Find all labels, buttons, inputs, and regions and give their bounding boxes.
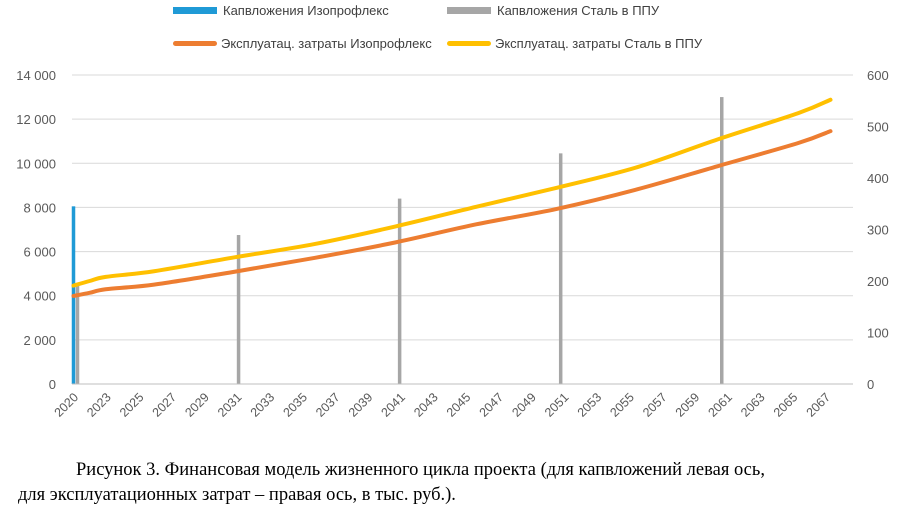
caption-line-1: Рисунок 3. Финансовая модель жизненного … <box>76 460 765 480</box>
figure-caption: Рисунок 3. Финансовая модель жизненного … <box>18 458 888 508</box>
legend-item-capex-steel: Капвложения Сталь в ППУ <box>447 3 659 18</box>
bar <box>558 153 563 384</box>
x-tick-label: 2065 <box>771 390 801 420</box>
y-right-tick-label: 0 <box>867 377 874 392</box>
y-right-tick-label: 300 <box>867 223 889 238</box>
y-right-tick-label: 400 <box>867 171 889 186</box>
x-tick-label: 2047 <box>477 390 507 420</box>
bar <box>397 198 402 384</box>
y-left-tick-label: 0 <box>49 377 56 392</box>
legend-item-opex-steel: Эксплуатац. затраты Сталь в ППУ <box>447 36 702 51</box>
bar <box>236 235 241 384</box>
gridlines <box>72 74 853 385</box>
x-tick-label: 2049 <box>509 390 539 420</box>
x-tick-label: 2063 <box>738 390 768 420</box>
x-tick-label: 2029 <box>182 390 212 420</box>
y-left-tick-label: 4 000 <box>23 289 56 304</box>
x-tick-label: 2041 <box>379 390 409 420</box>
y-axis-left: 0 2 000 4 000 6 000 8 000 10 000 12 000 14 000 <box>16 68 56 392</box>
x-tick-label: 2055 <box>607 390 637 420</box>
x-tick-label: 2023 <box>84 390 114 420</box>
x-tick-label: 2027 <box>150 390 180 420</box>
legend-label: Эксплуатац. затраты Изопрофлекс <box>221 36 432 51</box>
line-opex-izoproflex <box>71 129 833 298</box>
x-tick-label: 2045 <box>444 390 474 420</box>
y-right-tick-label: 200 <box>867 274 889 289</box>
caption-line-2: для эксплуатационных затрат – правая ось… <box>18 485 456 505</box>
legend-item-capex-izoproflex: Капвложения Изопрофлекс <box>173 3 389 18</box>
lines <box>71 97 833 298</box>
x-tick-label: 2057 <box>640 390 670 420</box>
legend-swatch-opex-izoproflex <box>173 41 217 46</box>
y-left-tick-label: 6 000 <box>23 245 56 260</box>
x-tick-label: 2031 <box>215 390 245 420</box>
x-tick-label: 2053 <box>575 390 605 420</box>
x-axis: 2020 2023 2025 2027 2029 2031 2033 2035 2037 2039… <box>52 383 853 420</box>
legend-swatch-opex-steel <box>447 41 491 46</box>
y-right-tick-label: 100 <box>867 326 889 341</box>
x-tick-label: 2039 <box>346 390 376 420</box>
y-left-tick-label: 14 000 <box>16 68 56 83</box>
x-tick-label: 2020 <box>52 390 82 420</box>
legend-label: Капвложения Изопрофлекс <box>223 3 389 18</box>
bar <box>75 284 80 384</box>
bar <box>720 97 724 385</box>
y-left-tick-label: 12 000 <box>16 112 56 127</box>
x-tick-label: 2051 <box>542 390 572 420</box>
x-tick-label: 2061 <box>705 390 735 420</box>
x-tick-label: 2035 <box>280 390 310 420</box>
y-right-tick-label: 500 <box>867 120 889 135</box>
y-left-tick-label: 8 000 <box>23 200 56 215</box>
legend-item-opex-izoproflex: Эксплуатац. затраты Изопрофлекс <box>173 36 432 51</box>
legend-swatch-capex-izoproflex <box>173 7 217 14</box>
y-axis-right: 0 100 200 300 400 500 600 <box>867 68 889 392</box>
y-left-tick-label: 2 000 <box>23 333 56 348</box>
x-tick-label: 2037 <box>313 390 343 420</box>
y-left-tick-label: 10 000 <box>16 156 56 171</box>
legend-label: Эксплуатац. затраты Сталь в ППУ <box>495 36 703 51</box>
legend-label: Капвложения Сталь в ППУ <box>497 3 660 18</box>
x-tick-label: 2059 <box>673 390 703 420</box>
line-opex-steel <box>71 97 833 288</box>
x-tick-label: 2067 <box>804 390 834 420</box>
x-tick-label: 2025 <box>117 390 147 420</box>
x-tick-label: 2033 <box>248 390 278 420</box>
legend-swatch-capex-steel <box>447 7 491 14</box>
y-right-tick-label: 600 <box>867 68 889 83</box>
x-tick-label: 2043 <box>411 390 441 420</box>
